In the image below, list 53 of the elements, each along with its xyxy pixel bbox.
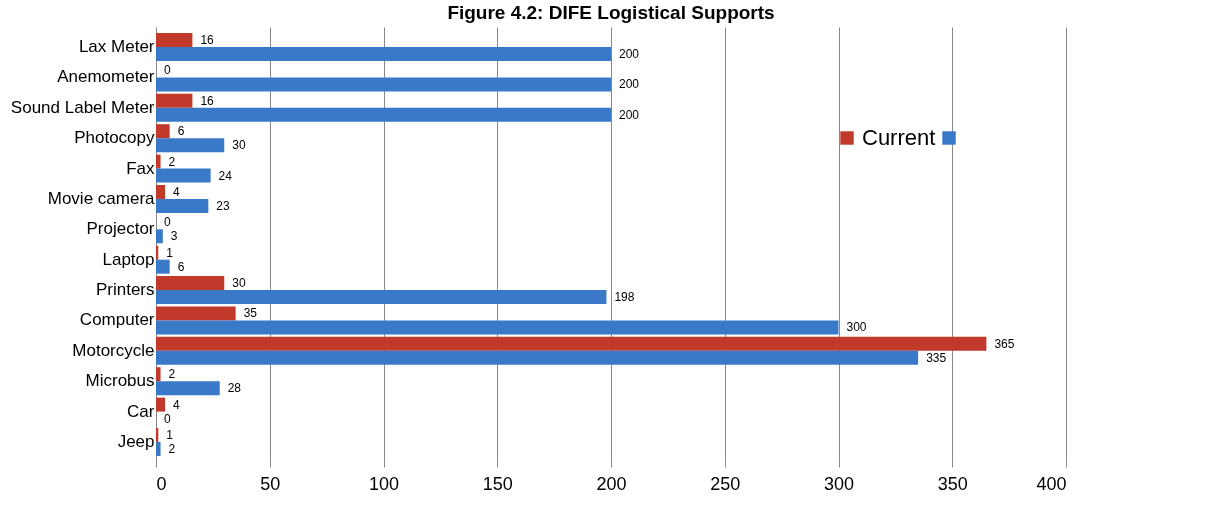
data-label: 335 (926, 350, 947, 365)
y-tick-label: Lax Meter (78, 37, 155, 57)
data-label: 16 (200, 33, 215, 48)
data-label: 198 (614, 290, 635, 305)
y-tick-label: Photocopy (74, 128, 155, 148)
y-tick-label: Printers (95, 280, 155, 300)
y-tick-label: Computer (79, 310, 155, 330)
data-label: 2 (168, 367, 176, 382)
data-label: 6 (177, 124, 185, 139)
y-tick-label: Motorcycle (72, 340, 155, 360)
x-tick-label: 50 (260, 473, 281, 494)
y-tick-label: Movie camera (47, 188, 156, 208)
y-tick-label: Fax (126, 158, 155, 178)
data-label: 3 (170, 229, 178, 244)
data-label: 4 (173, 397, 181, 412)
y-tick-label: Laptop (102, 249, 155, 269)
data-label: 200 (619, 77, 640, 92)
data-label: 23 (216, 198, 230, 213)
x-tick-label: 250 (710, 473, 741, 494)
x-tick-label: 350 (937, 473, 968, 494)
x-tick-label: 0 (156, 473, 167, 494)
data-label: 30 (232, 276, 246, 291)
data-label: 35 (243, 306, 258, 321)
data-label: 30 (232, 138, 246, 153)
data-label: 2 (168, 441, 176, 456)
data-label: 200 (619, 47, 640, 62)
data-label: 0 (164, 215, 171, 230)
chart-title: Figure 4.2: DIFE Logistical Supports (447, 2, 775, 23)
data-label: 200 (619, 107, 640, 122)
x-tick-label: 150 (482, 473, 513, 494)
data-label: 4 (173, 184, 181, 199)
y-tick-label: Microbus (85, 371, 155, 391)
y-tick-label: Car (127, 401, 155, 421)
data-label: 365 (994, 336, 1015, 351)
y-tick-label: Anemometer (57, 67, 155, 87)
x-tick-label: 400 (1036, 473, 1067, 494)
y-tick-label: Projector (86, 219, 155, 239)
legend-label: Current (862, 125, 936, 150)
data-label: 16 (200, 93, 215, 108)
x-tick-label: 100 (368, 473, 400, 494)
data-label: 28 (227, 381, 242, 396)
x-tick-label: 300 (823, 473, 855, 494)
data-label: 0 (164, 411, 171, 426)
y-tick-label: Sound Label Meter (10, 97, 155, 117)
y-tick-label: Jeep (117, 431, 155, 451)
data-label: 6 (177, 259, 185, 274)
data-label: 24 (218, 168, 233, 183)
data-label: 2 (168, 154, 176, 169)
x-tick-label: 200 (596, 473, 627, 494)
data-label: 300 (846, 320, 867, 335)
data-label: 1 (166, 427, 174, 442)
data-label: 1 (166, 245, 174, 260)
data-label: 0 (164, 63, 171, 78)
